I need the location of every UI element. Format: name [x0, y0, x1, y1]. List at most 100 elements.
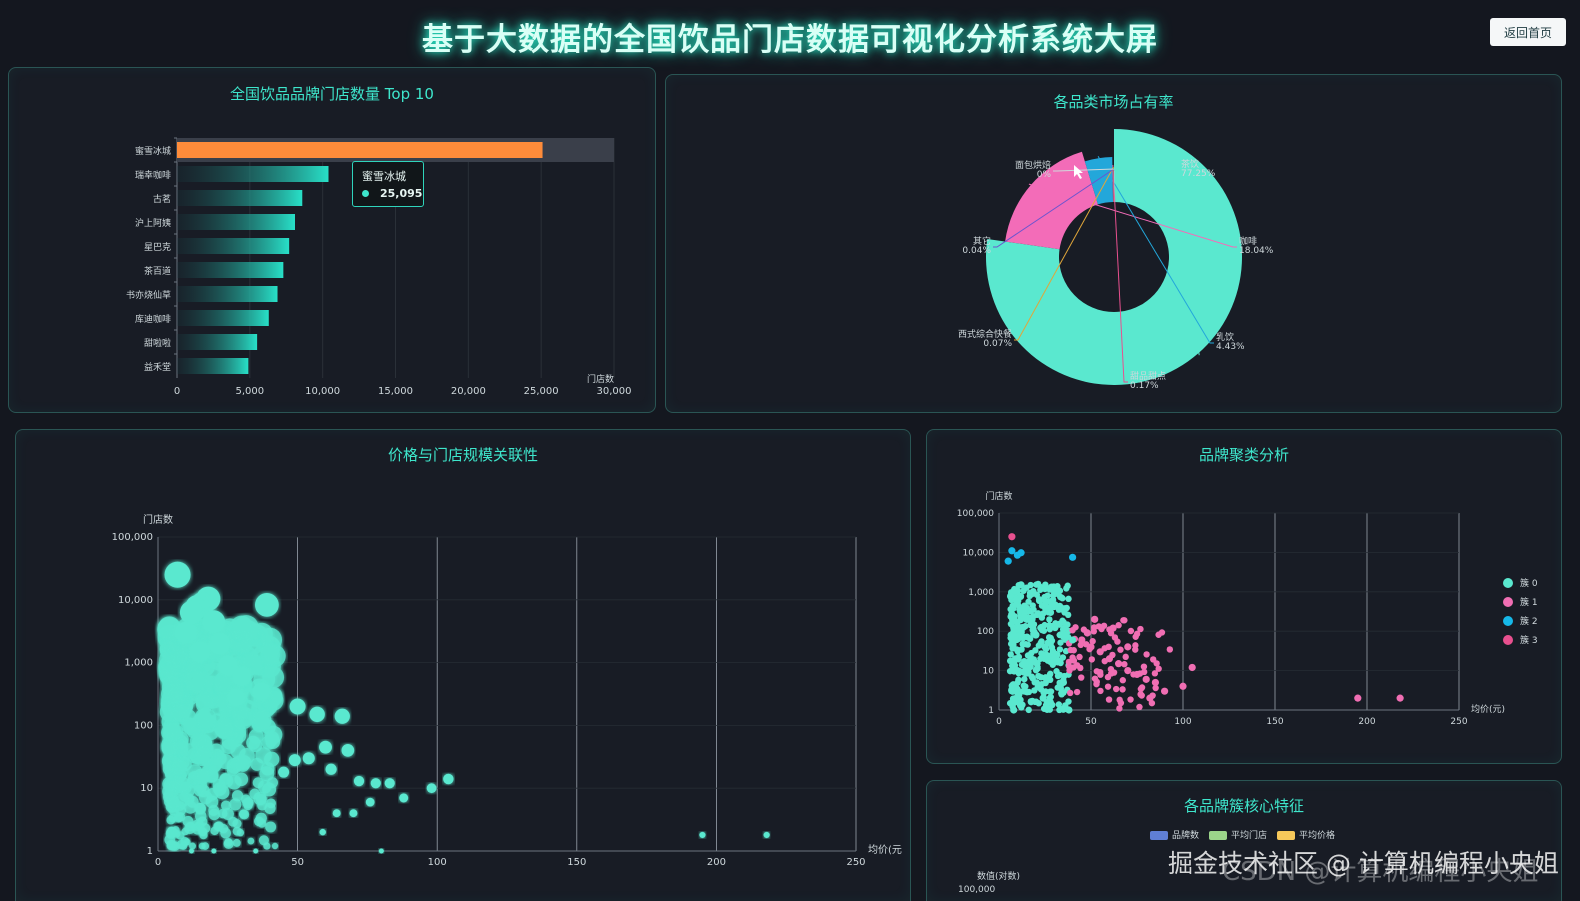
cluster-point — [1035, 581, 1041, 587]
scatter-point — [289, 754, 301, 766]
cluster-point — [1005, 558, 1012, 565]
cluster-point — [1143, 651, 1149, 657]
cluster-point — [1127, 696, 1133, 702]
cluster-point — [1055, 673, 1061, 679]
features-top-tick: 100,000 — [958, 885, 995, 895]
cluster-point — [1017, 581, 1024, 588]
category-label: 库迪咖啡 — [135, 313, 171, 325]
cluster-point — [1011, 660, 1017, 666]
cluster-point — [1021, 676, 1027, 682]
scatter-point — [264, 803, 275, 814]
category-label: 书亦烧仙草 — [126, 289, 171, 301]
scatter-point — [184, 801, 197, 814]
x-tick-label: 30,000 — [597, 386, 632, 397]
cluster-point — [1041, 643, 1048, 650]
cluster-point — [1124, 643, 1131, 650]
back-home-button[interactable]: 返回首页 — [1490, 18, 1566, 46]
scatter-point — [190, 641, 210, 661]
scatter-point — [254, 712, 271, 729]
scatter-point — [199, 791, 212, 804]
y-tick-label: 1 — [147, 846, 153, 857]
cluster-point — [1069, 636, 1076, 643]
bar — [177, 238, 289, 254]
scatter-point — [234, 772, 248, 786]
category-label: 甜啦啦 — [144, 337, 171, 349]
scatter-point — [215, 785, 229, 799]
cluster-point — [1007, 592, 1013, 598]
cluster-point — [1065, 706, 1072, 713]
cluster-point — [1155, 666, 1161, 672]
scatter-point — [764, 832, 770, 838]
cluster-point — [1046, 616, 1052, 622]
cluster-features-title: 各品牌簇核心特征 — [927, 795, 1561, 816]
legend-item-avg-price[interactable]: 平均价格 — [1277, 828, 1335, 841]
cluster-point — [1105, 683, 1111, 689]
bar — [177, 214, 295, 230]
x-tick-label: 150 — [1266, 717, 1283, 727]
cluster-point — [1077, 665, 1083, 671]
scatter-point — [213, 822, 222, 831]
cluster-point — [1152, 679, 1159, 686]
legend-label: 簇 0 — [1520, 577, 1538, 589]
legend-label: 簇 1 — [1520, 596, 1538, 608]
cluster-point — [1015, 648, 1021, 654]
legend-marker — [1503, 597, 1513, 607]
y-tick-label: 1,000 — [968, 588, 994, 598]
legend-swatch-yellow — [1277, 831, 1295, 840]
cluster-point — [1021, 660, 1027, 666]
scatter-point — [181, 828, 189, 836]
x-axis-label: 均价(元) — [1471, 703, 1505, 715]
cluster-point — [1397, 695, 1404, 702]
cluster-point — [1030, 675, 1036, 681]
cluster-point — [1091, 616, 1098, 623]
scatter-point — [211, 849, 216, 854]
features-ylabel: 数值(对数) — [977, 869, 1020, 882]
scatter-point — [256, 813, 267, 824]
legend-item-avg-store[interactable]: 平均门店 — [1209, 828, 1267, 841]
scatter-point — [183, 720, 199, 736]
cluster-point — [1109, 624, 1116, 631]
pie-slice-percent: 18.04% — [1239, 246, 1274, 256]
cluster-point — [1063, 585, 1069, 591]
scatter-point — [260, 645, 280, 665]
scatter-point — [228, 689, 245, 706]
scatter-point — [221, 739, 236, 754]
scatter-point — [259, 835, 269, 845]
y-tick-label: 10,000 — [118, 595, 153, 606]
x-tick-label: 0 — [155, 857, 161, 868]
scatter-point — [164, 724, 181, 741]
legend-item-brand-count[interactable]: 品牌数 — [1150, 828, 1199, 841]
page-title: 基于大数据的全国饮品门店数据可视化分析系统大屏 — [0, 14, 1580, 59]
scatter-point — [175, 777, 189, 791]
scatter-point — [354, 776, 364, 786]
scatter-point — [164, 562, 190, 588]
scatter-point — [379, 849, 384, 854]
y-tick-label: 1,000 — [124, 658, 153, 669]
cluster-point — [1116, 705, 1122, 711]
cluster-point — [1128, 628, 1134, 634]
scatter-point — [172, 830, 180, 838]
bar — [177, 310, 269, 326]
cluster-point — [1051, 655, 1058, 662]
cluster-point — [1105, 674, 1111, 680]
cluster-point — [1029, 698, 1035, 704]
cluster-point — [1167, 646, 1173, 652]
cluster-point — [1084, 629, 1091, 636]
scatter-point — [309, 707, 324, 722]
bar — [177, 334, 257, 350]
category-label: 益禾堂 — [144, 361, 171, 373]
cluster-point — [1047, 585, 1053, 591]
cluster-point — [1134, 631, 1140, 637]
legend-marker — [1503, 578, 1513, 588]
cluster-point — [1141, 663, 1147, 669]
scatter-point — [189, 843, 196, 850]
cluster-point — [1179, 683, 1186, 690]
scatter-point — [303, 752, 315, 764]
category-label: 瑞幸咖啡 — [135, 169, 171, 181]
cluster-point — [1019, 633, 1025, 639]
scatter-point — [233, 839, 241, 847]
tooltip-dot — [362, 190, 369, 197]
scatter-point — [233, 667, 251, 685]
y-axis-label: 门店数 — [143, 513, 173, 526]
